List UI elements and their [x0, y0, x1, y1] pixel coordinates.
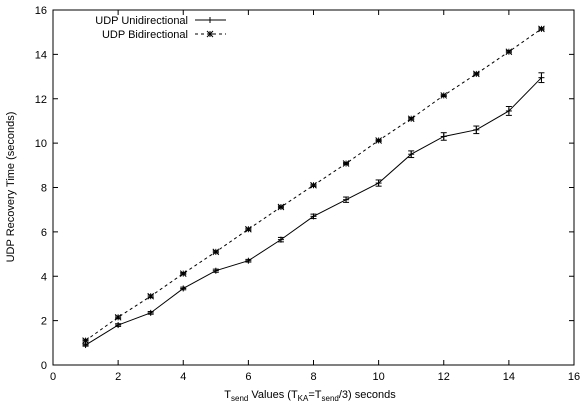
- data-point: [342, 160, 350, 167]
- legend-marker: [207, 17, 213, 23]
- data-point: [245, 225, 252, 233]
- x-tick-label: 2: [115, 371, 121, 383]
- x-tick-label: 0: [50, 371, 56, 383]
- data-point: [472, 70, 480, 78]
- data-point: [212, 267, 219, 274]
- y-tick-label: 16: [35, 5, 47, 17]
- data-point: [375, 137, 382, 144]
- series-line: [85, 28, 542, 342]
- data-point: [440, 133, 447, 140]
- series-1: [82, 72, 545, 349]
- y-axis-label: UDP Recovery Time (seconds): [5, 112, 17, 263]
- x-axis-label: Tsend Values (TKA=Tsend/3) seconds: [224, 389, 396, 403]
- x-tick-label: 10: [373, 371, 385, 383]
- x-tick-label: 16: [568, 371, 580, 383]
- data-point: [375, 180, 382, 187]
- x-tick-label: 8: [310, 371, 316, 383]
- series-line: [85, 77, 542, 346]
- data-point: [179, 270, 187, 277]
- data-point: [538, 74, 545, 81]
- y-tick-label: 14: [35, 49, 47, 61]
- data-point: [82, 337, 89, 344]
- data-point: [115, 322, 122, 329]
- x-tick-label: 4: [180, 371, 186, 383]
- legend-marker: [206, 30, 214, 38]
- y-tick-label: 8: [41, 183, 47, 195]
- data-point: [245, 257, 252, 264]
- data-point: [538, 25, 545, 33]
- x-tick-label: 6: [245, 371, 251, 383]
- legend-entry: UDP Unidirectional: [95, 15, 226, 27]
- y-tick-label: 4: [41, 271, 47, 283]
- legend-label: UDP Bidirectional: [102, 29, 188, 41]
- data-point: [277, 203, 285, 211]
- legend: UDP Unidirectional UDP Bidirectional: [95, 15, 226, 41]
- legend-label: UDP Unidirectional: [95, 15, 188, 27]
- data-point: [505, 48, 513, 56]
- data-point: [440, 92, 448, 99]
- x-tick-label: 14: [503, 371, 515, 383]
- data-point: [147, 292, 155, 300]
- data-point: [277, 236, 284, 243]
- y-tick-label: 12: [35, 94, 47, 106]
- data-point: [114, 313, 122, 321]
- axis-ticks: 0 2 4 6 8 10 12 14 16 0 2 4 6 8 10 12 14 16: [35, 5, 580, 383]
- series-2: [82, 25, 545, 344]
- y-tick-label: 0: [41, 360, 47, 372]
- data-point: [180, 285, 187, 292]
- y-tick-label: 6: [41, 227, 47, 239]
- data-point: [212, 248, 220, 256]
- y-tick-label: 2: [41, 316, 47, 328]
- data-point: [147, 309, 154, 316]
- data-point: [310, 213, 317, 220]
- y-tick-label: 10: [35, 138, 47, 150]
- data-point: [473, 126, 480, 133]
- series-layer: [82, 25, 545, 349]
- data-point: [310, 181, 317, 189]
- data-point: [343, 196, 350, 203]
- x-tick-label: 12: [438, 371, 450, 383]
- legend-entry: UDP Bidirectional: [102, 29, 226, 41]
- data-point: [408, 151, 415, 158]
- data-point: [505, 107, 512, 114]
- data-point: [407, 115, 415, 123]
